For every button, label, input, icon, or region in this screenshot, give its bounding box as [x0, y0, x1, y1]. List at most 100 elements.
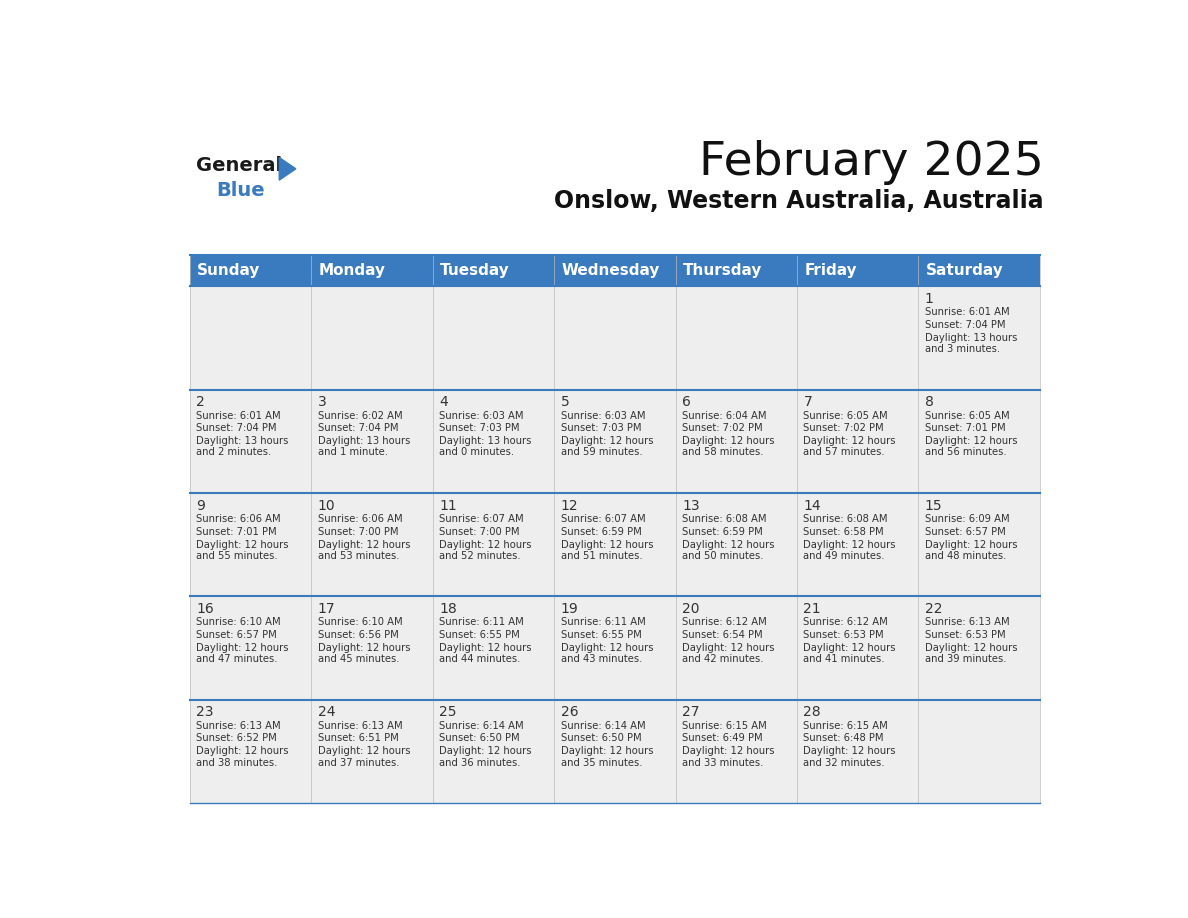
Text: Daylight: 12 hours: Daylight: 12 hours [561, 746, 653, 756]
Text: Sunset: 7:01 PM: Sunset: 7:01 PM [924, 423, 1005, 433]
Text: 11: 11 [440, 498, 457, 512]
Bar [918, 700, 1040, 803]
Text: Daylight: 12 hours: Daylight: 12 hours [317, 746, 410, 756]
Text: 2: 2 [196, 395, 206, 409]
Text: Daylight: 12 hours: Daylight: 12 hours [803, 746, 896, 756]
Text: Daylight: 12 hours: Daylight: 12 hours [682, 643, 775, 653]
Text: Daylight: 12 hours: Daylight: 12 hours [803, 436, 896, 446]
Text: Friday: Friday [804, 263, 857, 278]
Text: and 59 minutes.: and 59 minutes. [561, 447, 643, 457]
Text: Sunset: 6:59 PM: Sunset: 6:59 PM [682, 527, 763, 537]
Bar [797, 286, 918, 389]
Text: and 48 minutes.: and 48 minutes. [924, 551, 1006, 561]
Text: Daylight: 12 hours: Daylight: 12 hours [561, 540, 653, 550]
Text: 25: 25 [440, 705, 456, 719]
Text: and 3 minutes.: and 3 minutes. [924, 344, 1000, 354]
Bar [190, 596, 311, 700]
Bar [554, 389, 676, 493]
Text: 21: 21 [803, 602, 821, 616]
Bar [432, 493, 554, 596]
Bar [190, 700, 311, 803]
Text: Daylight: 12 hours: Daylight: 12 hours [803, 643, 896, 653]
Text: Tuesday: Tuesday [440, 263, 510, 278]
Text: and 57 minutes.: and 57 minutes. [803, 447, 885, 457]
Text: Sunset: 7:04 PM: Sunset: 7:04 PM [924, 320, 1005, 330]
Text: Sunrise: 6:13 AM: Sunrise: 6:13 AM [317, 721, 403, 731]
Text: Daylight: 12 hours: Daylight: 12 hours [682, 746, 775, 756]
Text: Sunrise: 6:14 AM: Sunrise: 6:14 AM [561, 721, 645, 731]
Text: Daylight: 12 hours: Daylight: 12 hours [924, 643, 1017, 653]
Text: Sunrise: 6:12 AM: Sunrise: 6:12 AM [682, 618, 766, 627]
Bar [311, 700, 432, 803]
Text: and 35 minutes.: and 35 minutes. [561, 757, 642, 767]
Text: Sunset: 6:58 PM: Sunset: 6:58 PM [803, 527, 884, 537]
Text: Sunrise: 6:01 AM: Sunrise: 6:01 AM [196, 410, 282, 420]
Text: 3: 3 [317, 395, 327, 409]
Bar [554, 700, 676, 803]
Text: Blue: Blue [216, 181, 265, 200]
Text: Daylight: 12 hours: Daylight: 12 hours [196, 643, 289, 653]
Text: Onslow, Western Australia, Australia: Onslow, Western Australia, Australia [554, 189, 1043, 213]
Text: Sunrise: 6:10 AM: Sunrise: 6:10 AM [317, 618, 403, 627]
Text: and 50 minutes.: and 50 minutes. [682, 551, 764, 561]
Text: Sunrise: 6:15 AM: Sunrise: 6:15 AM [682, 721, 766, 731]
Text: Sunrise: 6:01 AM: Sunrise: 6:01 AM [924, 308, 1010, 318]
Text: Daylight: 12 hours: Daylight: 12 hours [440, 746, 532, 756]
Text: Sunrise: 6:09 AM: Sunrise: 6:09 AM [924, 514, 1010, 524]
Text: Sunrise: 6:05 AM: Sunrise: 6:05 AM [924, 410, 1010, 420]
Bar [797, 493, 918, 596]
Text: Sunrise: 6:07 AM: Sunrise: 6:07 AM [440, 514, 524, 524]
Text: Sunset: 6:54 PM: Sunset: 6:54 PM [682, 630, 763, 640]
Text: 8: 8 [924, 395, 934, 409]
Bar [797, 389, 918, 493]
Text: Daylight: 13 hours: Daylight: 13 hours [317, 436, 410, 446]
Bar [554, 493, 676, 596]
Text: February 2025: February 2025 [699, 140, 1043, 185]
Text: 6: 6 [682, 395, 691, 409]
Text: Sunrise: 6:08 AM: Sunrise: 6:08 AM [682, 514, 766, 524]
Text: 27: 27 [682, 705, 700, 719]
Bar [190, 493, 311, 596]
Text: 23: 23 [196, 705, 214, 719]
Text: Sunrise: 6:11 AM: Sunrise: 6:11 AM [561, 618, 645, 627]
Text: Sunset: 6:55 PM: Sunset: 6:55 PM [561, 630, 642, 640]
Text: 14: 14 [803, 498, 821, 512]
Text: 17: 17 [317, 602, 335, 616]
Bar [432, 700, 554, 803]
Text: Sunset: 6:50 PM: Sunset: 6:50 PM [561, 733, 642, 744]
Text: and 36 minutes.: and 36 minutes. [440, 757, 520, 767]
Text: and 33 minutes.: and 33 minutes. [682, 757, 764, 767]
Bar [676, 389, 797, 493]
Text: Daylight: 12 hours: Daylight: 12 hours [803, 540, 896, 550]
Text: Daylight: 13 hours: Daylight: 13 hours [196, 436, 289, 446]
Polygon shape [279, 158, 296, 180]
Text: and 32 minutes.: and 32 minutes. [803, 757, 885, 767]
Text: and 58 minutes.: and 58 minutes. [682, 447, 764, 457]
Text: and 42 minutes.: and 42 minutes. [682, 655, 764, 664]
Text: and 44 minutes.: and 44 minutes. [440, 655, 520, 664]
Text: Daylight: 12 hours: Daylight: 12 hours [196, 540, 289, 550]
Text: Sunset: 7:02 PM: Sunset: 7:02 PM [682, 423, 763, 433]
Text: Sunrise: 6:06 AM: Sunrise: 6:06 AM [196, 514, 282, 524]
Text: 16: 16 [196, 602, 214, 616]
Text: Daylight: 12 hours: Daylight: 12 hours [196, 746, 289, 756]
Text: and 45 minutes.: and 45 minutes. [317, 655, 399, 664]
Bar [918, 596, 1040, 700]
Text: 24: 24 [317, 705, 335, 719]
Bar [190, 389, 311, 493]
Text: Sunset: 7:01 PM: Sunset: 7:01 PM [196, 527, 277, 537]
Text: Sunset: 6:50 PM: Sunset: 6:50 PM [440, 733, 520, 744]
Text: and 38 minutes.: and 38 minutes. [196, 757, 278, 767]
Text: Sunset: 7:00 PM: Sunset: 7:00 PM [317, 527, 398, 537]
Text: 13: 13 [682, 498, 700, 512]
Bar [918, 286, 1040, 389]
Text: Sunset: 6:57 PM: Sunset: 6:57 PM [196, 630, 277, 640]
Text: Daylight: 13 hours: Daylight: 13 hours [440, 436, 531, 446]
Text: and 56 minutes.: and 56 minutes. [924, 447, 1006, 457]
Text: Sunset: 6:53 PM: Sunset: 6:53 PM [803, 630, 884, 640]
Text: 28: 28 [803, 705, 821, 719]
Text: and 52 minutes.: and 52 minutes. [440, 551, 520, 561]
Text: and 51 minutes.: and 51 minutes. [561, 551, 643, 561]
Text: Daylight: 12 hours: Daylight: 12 hours [317, 643, 410, 653]
Text: 15: 15 [924, 498, 942, 512]
